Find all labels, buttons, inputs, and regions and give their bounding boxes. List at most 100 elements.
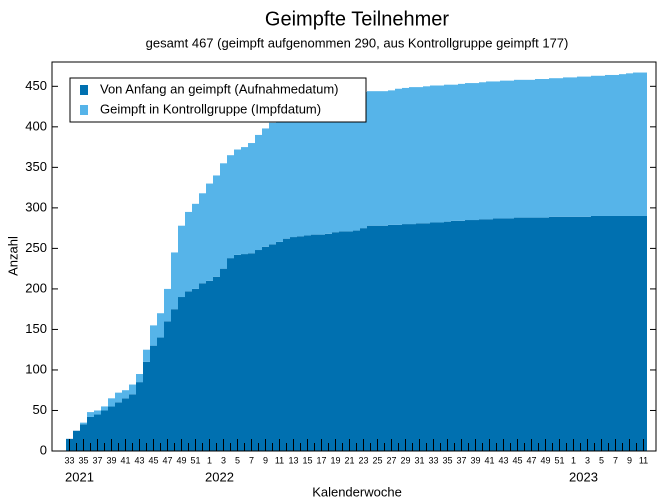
year-label: 2023 xyxy=(569,469,598,484)
x-tick-label: 49 xyxy=(176,455,186,465)
bar-segment xyxy=(164,321,171,451)
x-tick-label: 37 xyxy=(456,455,466,465)
bar-segment xyxy=(633,72,640,216)
x-tick-label: 35 xyxy=(442,455,452,465)
x-tick-label: 51 xyxy=(190,455,200,465)
bar-segment xyxy=(283,238,290,451)
bar-segment xyxy=(101,410,108,451)
bar-segment xyxy=(143,349,150,362)
bar-segment xyxy=(605,74,612,216)
bar-segment xyxy=(339,231,346,451)
bar-segment xyxy=(136,374,143,383)
bar-segment xyxy=(479,219,486,451)
bar-segment xyxy=(619,215,626,451)
bar-segment xyxy=(80,422,87,425)
bar-segment xyxy=(325,233,332,451)
bar-segment xyxy=(430,85,437,223)
bar-segment xyxy=(549,216,556,451)
bar-segment xyxy=(444,221,451,451)
bar-segment xyxy=(563,216,570,451)
bar-segment xyxy=(255,134,262,251)
bar-segment xyxy=(199,283,206,451)
x-tick-label: 25 xyxy=(372,455,382,465)
x-tick-label: 47 xyxy=(526,455,536,465)
bar-segment xyxy=(584,216,591,451)
bar-segment xyxy=(276,241,283,451)
bar-segment xyxy=(472,220,479,451)
bar-segment xyxy=(591,75,598,216)
bar-segment xyxy=(521,217,528,451)
y-tick-label: 350 xyxy=(25,159,47,174)
bar-segment xyxy=(262,128,269,247)
bar-segment xyxy=(423,86,430,224)
x-tick-label: 37 xyxy=(92,455,102,465)
bar-segment xyxy=(360,228,367,451)
x-tick-label: 21 xyxy=(344,455,354,465)
bar-segment xyxy=(178,297,185,451)
x-tick-label: 19 xyxy=(330,455,340,465)
x-tick-label: 3 xyxy=(585,455,590,465)
bar-segment xyxy=(367,91,374,226)
bar-segment xyxy=(507,80,514,219)
x-tick-label: 43 xyxy=(498,455,508,465)
bar-segment xyxy=(619,74,626,216)
bar-segment xyxy=(332,232,339,451)
bar-segment xyxy=(612,215,619,451)
legend-swatch xyxy=(80,105,88,115)
y-tick-label: 100 xyxy=(25,361,47,376)
bar-segment xyxy=(626,215,633,451)
legend-swatch xyxy=(80,85,88,95)
bar-segment xyxy=(87,416,94,451)
y-tick-label: 150 xyxy=(25,321,47,336)
bar-segment xyxy=(136,382,143,451)
x-tick-label: 33 xyxy=(428,455,438,465)
y-tick-label: 200 xyxy=(25,280,47,295)
x-tick-label: 13 xyxy=(288,455,298,465)
bar-segment xyxy=(164,288,171,322)
bar-segment xyxy=(227,155,234,259)
bar-segment xyxy=(381,91,388,226)
legend-label: Geimpft in Kontrollgruppe (Impfdatum) xyxy=(100,101,321,116)
x-tick-label: 45 xyxy=(512,455,522,465)
x-tick-label: 43 xyxy=(134,455,144,465)
bar-segment xyxy=(367,225,374,451)
bar-segment xyxy=(353,91,360,231)
bar-segment xyxy=(283,112,290,239)
bar-segment xyxy=(563,77,570,217)
bar-segment xyxy=(409,87,416,225)
x-axis-label: Kalenderwoche xyxy=(312,484,402,499)
bar-segment xyxy=(227,258,234,451)
bar-segment xyxy=(612,74,619,216)
bar-segment xyxy=(528,79,535,218)
bar-segment xyxy=(605,215,612,451)
bar-segment xyxy=(535,217,542,451)
bar-segment xyxy=(220,163,227,269)
bar-segment xyxy=(465,220,472,451)
bar-segment xyxy=(241,147,248,255)
bar-segment xyxy=(346,92,353,232)
x-tick-label: 9 xyxy=(263,455,268,465)
bar-segment xyxy=(388,90,395,225)
x-tick-label: 29 xyxy=(400,455,410,465)
bar-segment xyxy=(185,211,192,292)
bar-segment xyxy=(304,100,311,236)
bar-segment xyxy=(395,88,402,225)
bar-segment xyxy=(248,253,255,451)
bar-segment xyxy=(276,117,283,242)
bar-segment xyxy=(115,402,122,451)
bar-segment xyxy=(122,398,129,451)
bar-segment xyxy=(598,215,605,451)
x-tick-label: 49 xyxy=(540,455,550,465)
bar-segment xyxy=(458,83,465,221)
bar-segment xyxy=(269,244,276,451)
bar-segment xyxy=(339,92,346,232)
x-tick-label: 47 xyxy=(162,455,172,465)
bar-segment xyxy=(206,183,213,281)
bar-segment xyxy=(528,217,535,451)
bar-segment xyxy=(290,237,297,451)
bar-segment xyxy=(444,84,451,222)
bar-segment xyxy=(514,217,521,451)
bar-segment xyxy=(171,309,178,451)
y-tick-label: 300 xyxy=(25,199,47,214)
